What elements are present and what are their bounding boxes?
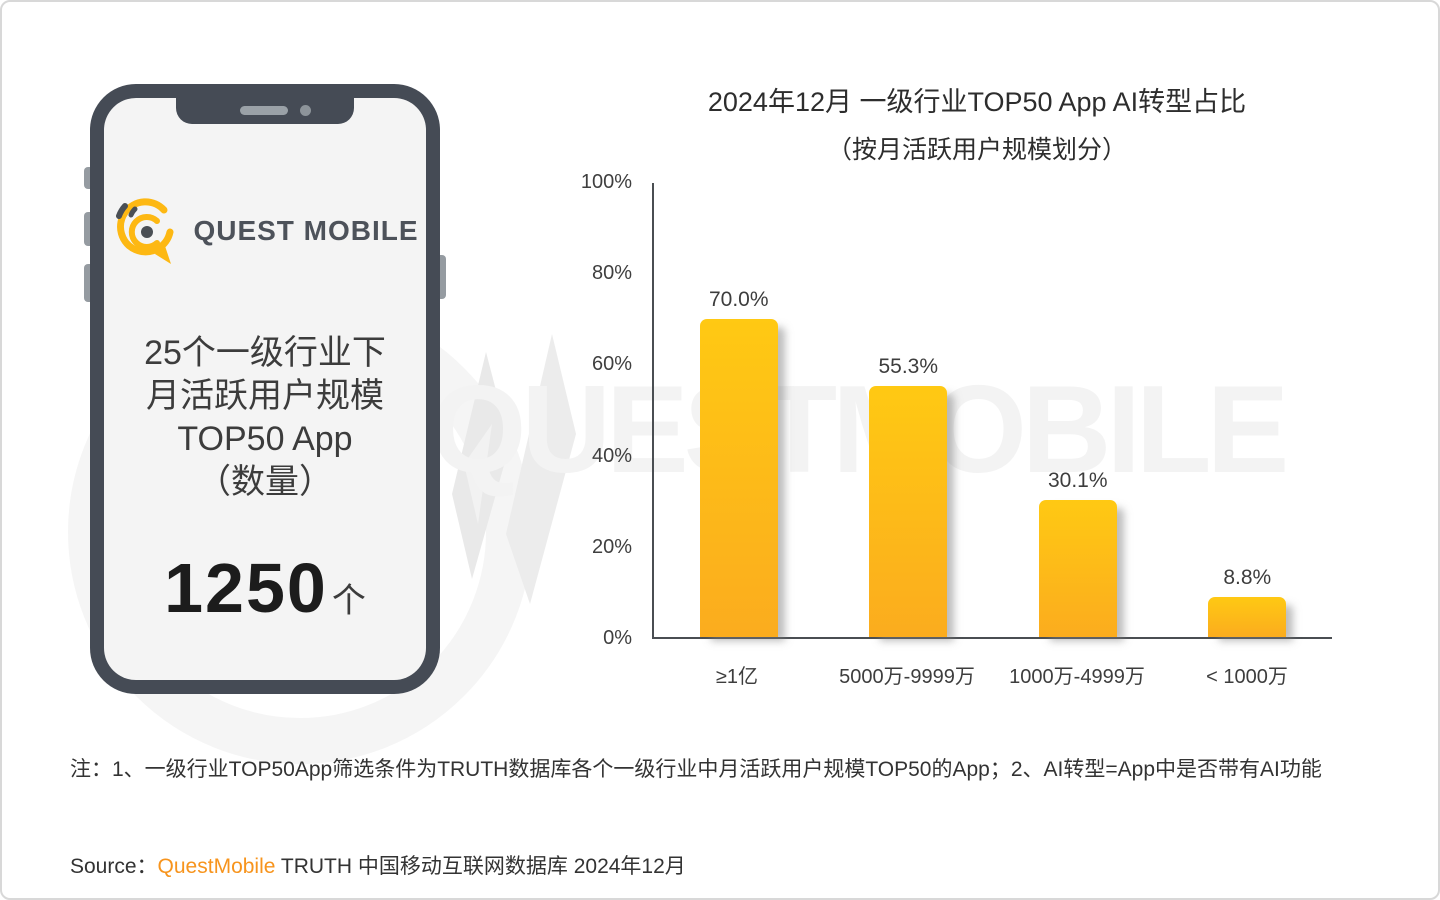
phone-speaker [240, 106, 288, 115]
phone-mute-switch [84, 167, 91, 189]
bar [1038, 500, 1117, 637]
phone-power-button [439, 255, 446, 299]
x-axis-label: 1000万-4999万 [1009, 666, 1145, 688]
x-axis-label: < 1000万 [1206, 666, 1288, 688]
bar [699, 319, 778, 637]
questmobile-logo-icon [116, 198, 174, 264]
phone-notch [176, 98, 354, 124]
phone-volume-down-button [84, 264, 91, 302]
source-label: Source： [70, 855, 158, 878]
y-axis-tick-label: 60% [591, 353, 632, 376]
phone-camera-dot [300, 105, 311, 116]
y-axis-labels: 100% 80% 60% 40% 20% 0% [558, 171, 642, 649]
source-brand: QuestMobile [157, 855, 276, 878]
bar-value-label: 70.0% [708, 288, 769, 312]
phone-caption-line-4: （数量） [197, 463, 333, 501]
bar-column: 30.1% [993, 183, 1163, 637]
phone-caption: 25个一级行业下 月活跃用户规模 TOP50 App （数量） [104, 332, 426, 504]
chart-subtitle: （按月活跃用户规模划分） [826, 136, 1127, 164]
watermark-logo-shards [452, 334, 576, 604]
questmobile-logo: QUEST MOBILE [104, 194, 426, 268]
phone-caption-line-1: 25个一级行业下 [144, 334, 386, 372]
plot-area: 70.0% 55.3% 30.1% 8.8% [652, 183, 1332, 639]
y-axis-tick-label: 40% [591, 444, 632, 467]
questmobile-logo-wordmark: QUEST MOBILE [193, 215, 419, 246]
phone-stat-value: 1250 [164, 549, 328, 627]
y-axis-tick-label: 0% [603, 627, 632, 649]
y-axis-tick-label: 80% [591, 262, 632, 285]
bar-value-label: 55.3% [878, 354, 939, 378]
phone-screen: QUEST MOBILE 25个一级行业下 月活跃用户规模 TOP50 App … [104, 98, 426, 680]
phone-volume-up-button [84, 212, 91, 246]
phone-caption-line-3: TOP50 App [177, 420, 353, 458]
bar [1208, 597, 1287, 637]
y-axis-tick-label: 100% [580, 171, 632, 193]
x-axis-label: 5000万-9999万 [839, 666, 975, 688]
bar-column: 8.8% [1163, 183, 1333, 637]
chart-title: 2024年12月 一级行业TOP50 App AI转型占比 [707, 87, 1247, 117]
phone-mockup: QUEST MOBILE 25个一级行业下 月活跃用户规模 TOP50 App … [90, 84, 440, 694]
y-axis-tick-label: 20% [591, 535, 632, 558]
bar [869, 385, 948, 637]
phone-stat: 1250 个 [104, 548, 426, 628]
watermark-text: QUESTMOBILE [430, 361, 1289, 499]
x-axis-label: ≥1亿 [715, 666, 759, 688]
bars-row: 70.0% 55.3% 30.1% 8.8% [654, 183, 1332, 637]
phone-stat-unit: 个 [331, 582, 366, 620]
x-axis-labels: ≥1亿 5000万-9999万 1000万-4999万 < 1000万 [652, 660, 1332, 689]
source-line: Source：QuestMobile TRUTH 中国移动互联网数据库 2024… [70, 850, 686, 880]
bar-column: 70.0% [654, 183, 824, 637]
source-rest: TRUTH 中国移动互联网数据库 2024年12月 [275, 855, 686, 878]
phone-caption-line-2: 月活跃用户规模 [146, 377, 384, 415]
bar-value-label: 8.8% [1223, 566, 1272, 590]
footnote: 注：1、一级行业TOP50App筛选条件为TRUTH数据库各个一级行业中月活跃用… [70, 758, 1322, 781]
bar-value-label: 30.1% [1047, 469, 1108, 493]
bar-column: 55.3% [824, 183, 994, 637]
